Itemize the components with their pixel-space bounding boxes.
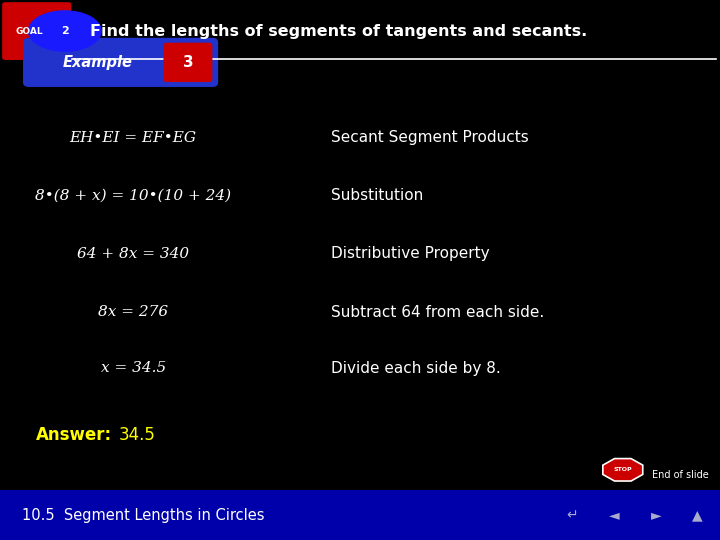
Text: ►: ► [651, 508, 661, 522]
Text: Subtract 64 from each side.: Subtract 64 from each side. [331, 305, 544, 320]
Text: ◄: ◄ [609, 508, 619, 522]
Text: GOAL: GOAL [15, 26, 43, 36]
Text: End of slide: End of slide [652, 470, 708, 480]
Text: Example: Example [63, 55, 133, 70]
Text: 2: 2 [61, 26, 68, 36]
Text: ↵: ↵ [567, 508, 578, 522]
Text: 8x = 276: 8x = 276 [98, 305, 168, 319]
FancyBboxPatch shape [2, 2, 71, 60]
Text: Distributive Property: Distributive Property [331, 246, 490, 261]
Text: 64 + 8x = 340: 64 + 8x = 340 [77, 247, 189, 261]
Text: Find the lengths of segments of tangents and secants.: Find the lengths of segments of tangents… [90, 24, 588, 38]
Polygon shape [603, 458, 643, 481]
Text: 8•(8 + x) = 10•(10 + 24): 8•(8 + x) = 10•(10 + 24) [35, 188, 231, 202]
FancyBboxPatch shape [0, 490, 720, 540]
Text: 10.5  Segment Lengths in Circles: 10.5 Segment Lengths in Circles [22, 508, 264, 523]
FancyBboxPatch shape [163, 43, 212, 82]
Text: 34.5: 34.5 [119, 426, 156, 444]
FancyBboxPatch shape [23, 38, 218, 87]
Text: ▲: ▲ [693, 508, 703, 522]
Text: Divide each side by 8.: Divide each side by 8. [331, 361, 501, 376]
Ellipse shape [28, 10, 102, 52]
Text: STOP: STOP [613, 467, 632, 472]
Text: EH•EI = EF•EG: EH•EI = EF•EG [70, 131, 197, 145]
Text: 3: 3 [183, 55, 193, 70]
Text: Secant Segment Products: Secant Segment Products [331, 130, 529, 145]
Text: x = 34.5: x = 34.5 [101, 361, 166, 375]
Text: Answer:: Answer: [36, 426, 112, 444]
Text: Substitution: Substitution [331, 188, 423, 203]
